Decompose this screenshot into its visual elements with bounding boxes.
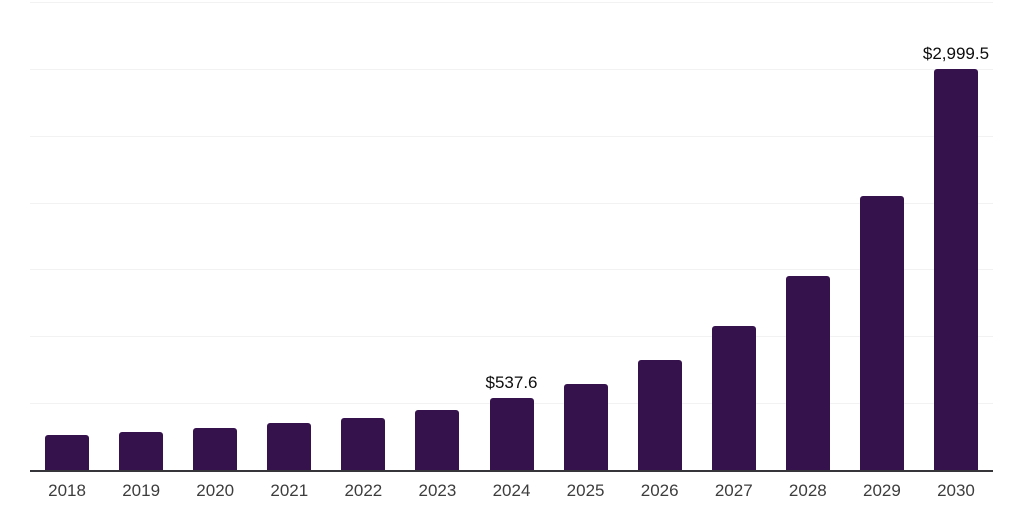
gridline-1500 xyxy=(30,269,993,271)
bar-slot-2019 xyxy=(104,2,178,470)
data-label-2024: $537.6 xyxy=(485,373,538,393)
bar-slot-2028 xyxy=(771,2,845,470)
bar-2020[interactable] xyxy=(193,428,238,470)
bar-2021[interactable] xyxy=(267,423,312,470)
x-axis-label-2023: 2023 xyxy=(418,481,457,500)
bar-2023[interactable] xyxy=(415,409,460,470)
x-axis-label-2027: 2027 xyxy=(714,481,753,500)
x-axis-label-2020: 2020 xyxy=(196,481,235,500)
bar-slot-2026 xyxy=(623,2,697,470)
x-axis: 2018 2019 2020 2021 2022 2023 2024 2025 2026 2027… xyxy=(30,481,993,501)
gridline-3500 xyxy=(30,2,993,3)
bar-slot-2025 xyxy=(549,2,623,470)
bar-slot-2024: $537.6 xyxy=(474,2,548,470)
gridline-1000 xyxy=(30,336,993,338)
bar-slot-2027 xyxy=(697,2,771,470)
x-axis-label-2028: 2028 xyxy=(788,481,827,500)
bar-2027[interactable] xyxy=(711,325,756,470)
x-axis-label-2026: 2026 xyxy=(640,481,679,500)
x-axis-label-2024: 2024 xyxy=(492,481,531,500)
x-axis-label-2021: 2021 xyxy=(270,481,309,500)
x-axis-label-2029: 2029 xyxy=(862,481,901,500)
bar-2022[interactable] xyxy=(341,417,386,470)
bar-slot-2018 xyxy=(30,2,104,470)
bar-slot-2029 xyxy=(845,2,919,470)
bar-2030[interactable] xyxy=(933,68,978,470)
bar-2029[interactable] xyxy=(859,195,904,470)
x-axis-label-2022: 2022 xyxy=(344,481,383,500)
bar-slot-2020 xyxy=(178,2,252,470)
x-axis-label-2019: 2019 xyxy=(122,481,161,500)
x-axis-label-2018: 2018 xyxy=(48,481,86,500)
bar-slot-2023 xyxy=(400,2,474,470)
plot-area: $537.6 $2,999.5 xyxy=(30,2,993,472)
bar-slot-2022 xyxy=(326,2,400,470)
bar-slot-2030: $2,999.5 xyxy=(919,2,993,470)
bar-2028[interactable] xyxy=(785,276,830,470)
bar-2024[interactable] xyxy=(489,398,534,470)
gridline-2500 xyxy=(30,135,993,137)
bar-2019[interactable] xyxy=(119,432,164,470)
data-label-2030: $2,999.5 xyxy=(922,43,990,63)
bar-series: $537.6 $2,999.5 xyxy=(30,2,993,470)
x-axis-label-2030: 2030 xyxy=(937,481,975,500)
bar-2025[interactable] xyxy=(563,383,608,470)
bar-2026[interactable] xyxy=(637,360,682,470)
bar-2018[interactable] xyxy=(45,434,90,470)
x-axis-label-2025: 2025 xyxy=(566,481,605,500)
bar-slot-2021 xyxy=(252,2,326,470)
gridline-2000 xyxy=(30,202,993,204)
gridline-3000 xyxy=(30,68,993,70)
